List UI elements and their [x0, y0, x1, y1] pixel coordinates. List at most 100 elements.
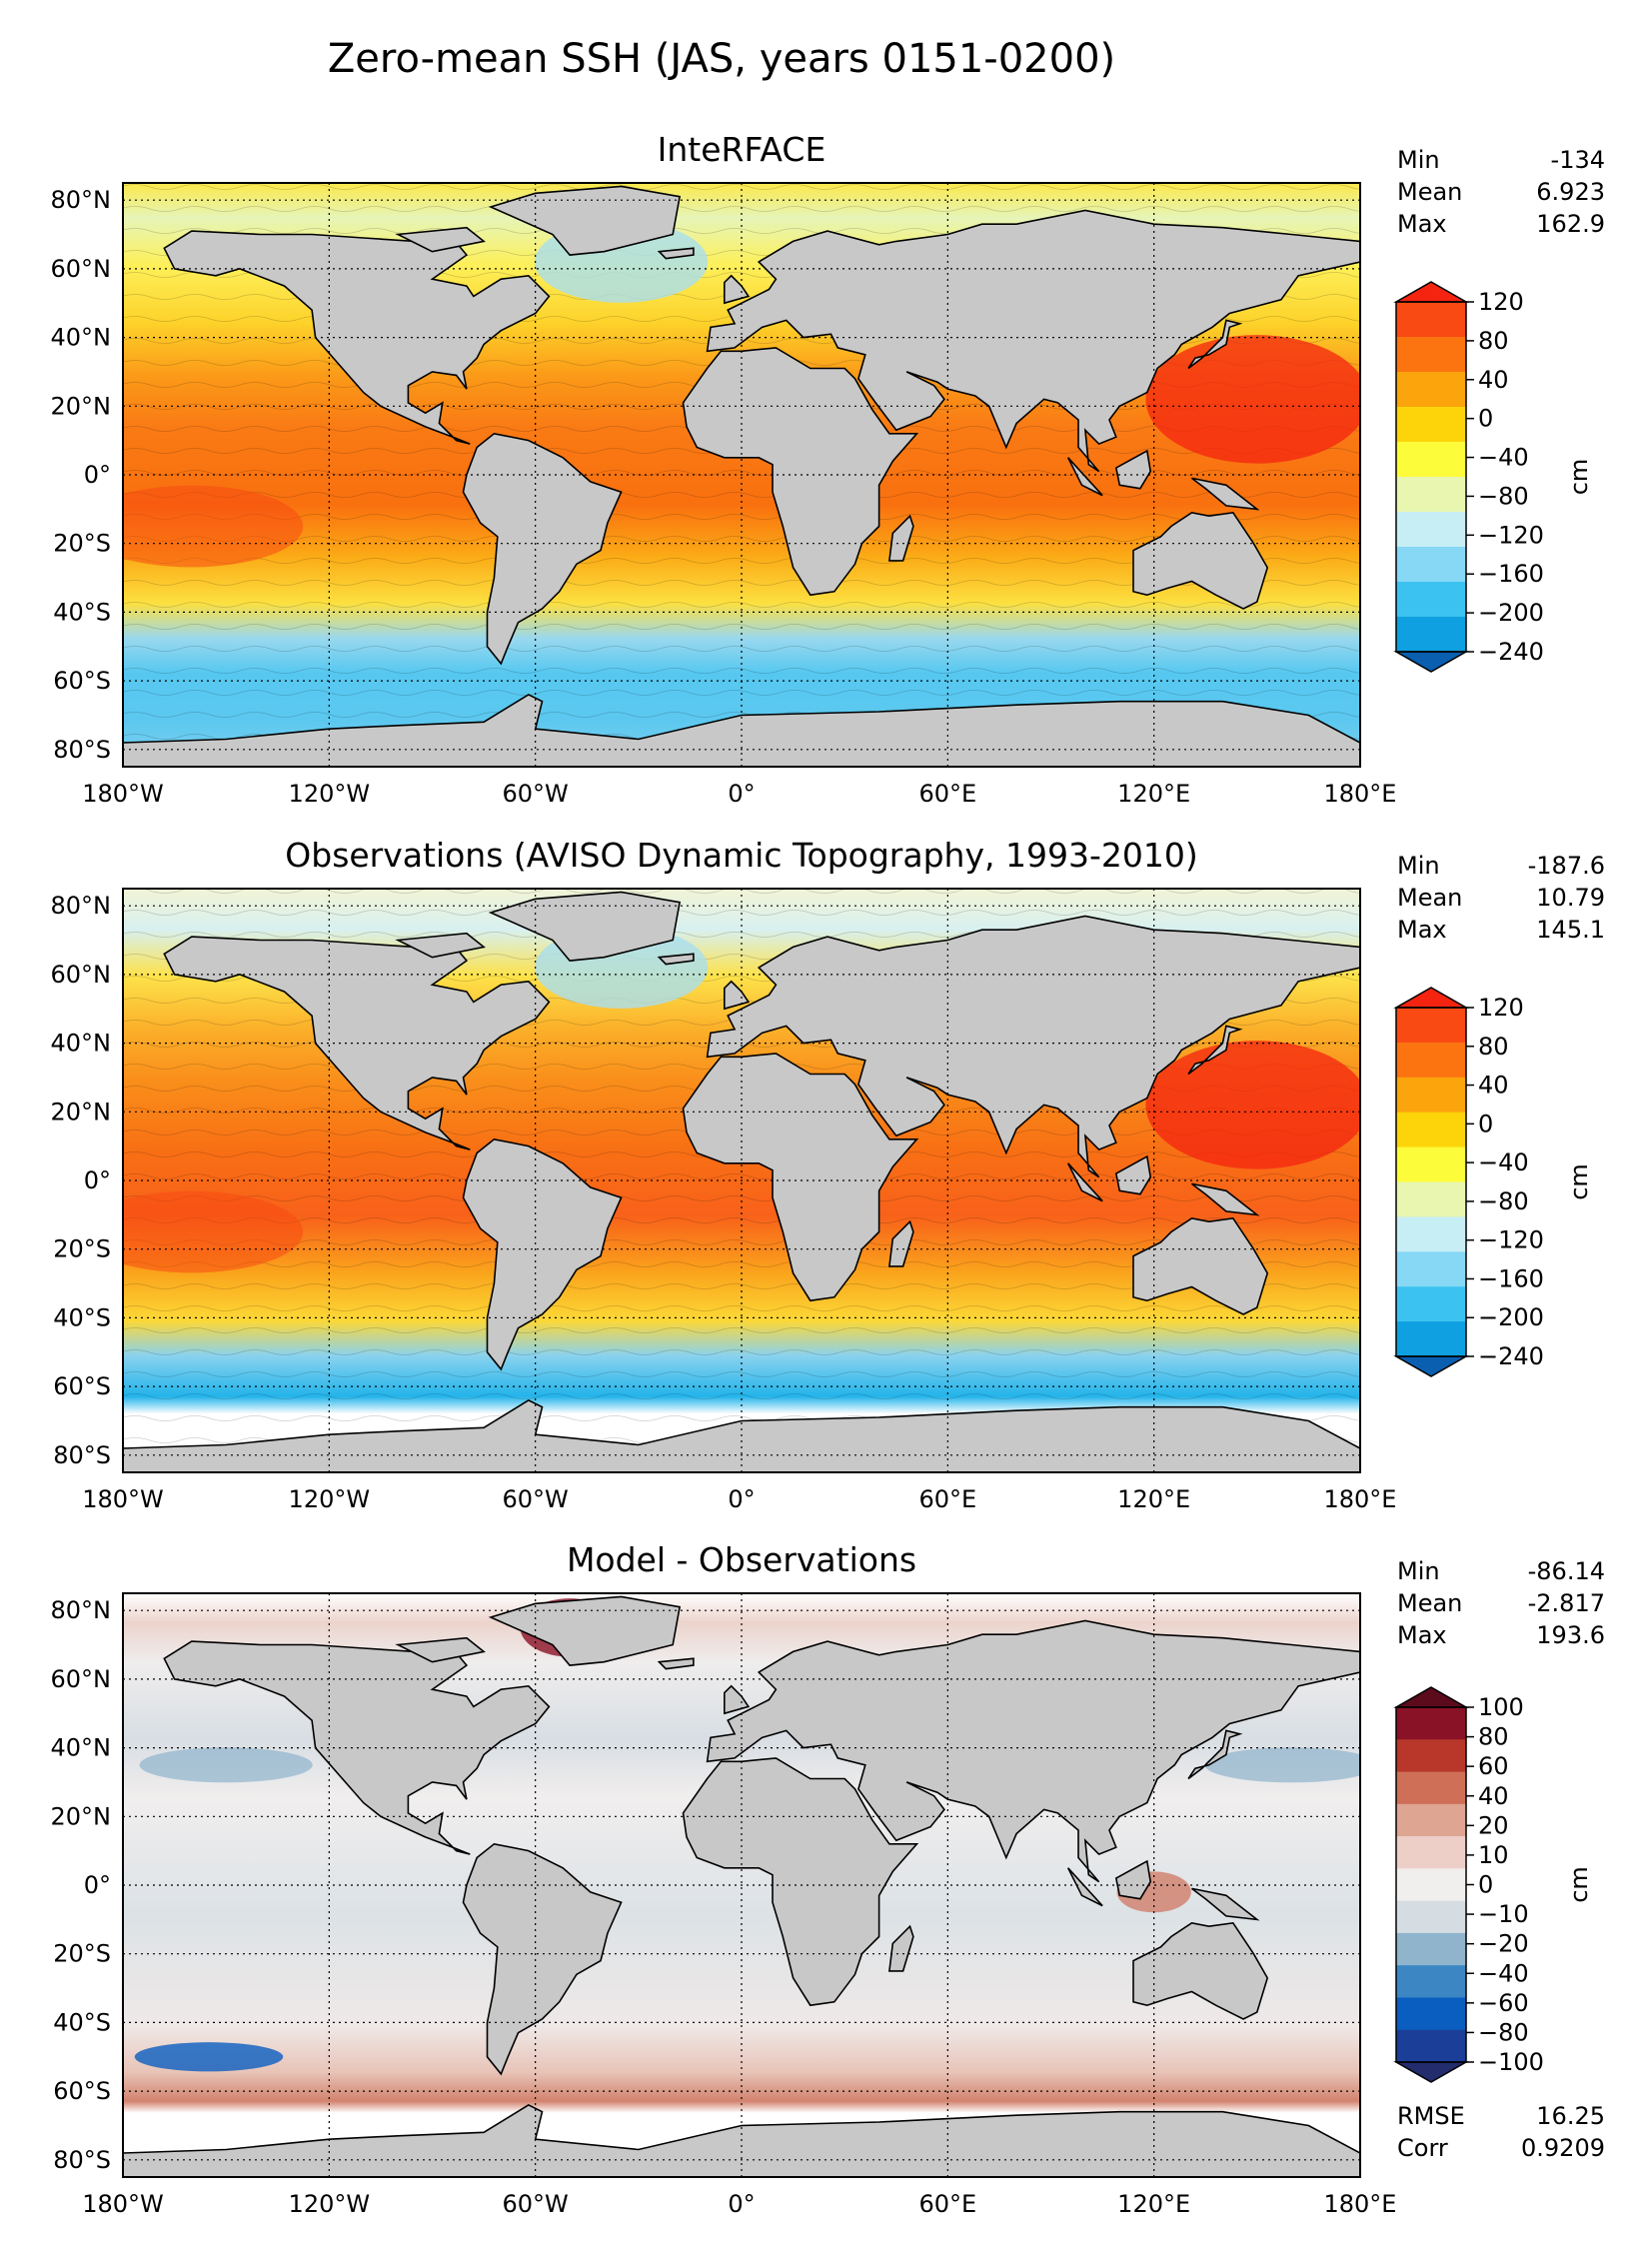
lon-tick-label: 180°W: [82, 1485, 164, 1513]
map-panel-1: InteRFACE 180°W 120°W 60°W 0° 60°E 120°E 180°E 8…: [51, 130, 1606, 808]
colorbar-tick-label: 80: [1478, 1033, 1509, 1061]
land-mass: [682, 347, 919, 597]
stat-value-max: 193.6: [1536, 1621, 1605, 1649]
colorbar-bin: [1396, 1739, 1466, 1773]
lon-tick-label: 120°E: [1117, 2190, 1190, 2218]
lat-tick-label: 40°N: [51, 1030, 112, 1058]
stat-value-mean: 6.923: [1536, 178, 1605, 206]
colorbar-tick-label: 0: [1478, 1871, 1493, 1899]
land-mass: [1114, 1154, 1152, 1195]
stat-value-rmse: 16.25: [1536, 2102, 1605, 2130]
lat-tick-label: 0°: [84, 1166, 111, 1194]
lon-tick-label: 0°: [728, 2190, 755, 2218]
colorbar-bin: [1396, 512, 1466, 548]
land-mass: [682, 1053, 919, 1302]
lat-tick-label: 20°N: [51, 1802, 112, 1830]
lat-tick-label: 20°N: [51, 392, 112, 420]
colorbar-extend-min: [1393, 2061, 1469, 2083]
colorbar-bin: [1396, 1042, 1466, 1079]
colorbar-tick-label: −80: [1478, 482, 1529, 510]
colorbar-extend-min: [1393, 651, 1469, 673]
land-mass: [488, 891, 682, 962]
colorbar-bin: [1396, 1803, 1466, 1837]
lat-tick-label: 60°S: [53, 2077, 111, 2105]
map-frame: [122, 888, 1361, 1473]
lat-tick-label: 40°S: [53, 598, 111, 626]
field-layer: [123, 183, 1360, 767]
colorbar-unit-label: cm: [1565, 1866, 1593, 1903]
lon-tick-label: 60°W: [503, 1485, 569, 1513]
land-mass: [488, 1595, 682, 1666]
land-mass: [1114, 1859, 1152, 1900]
colorbar-tick-label: 20: [1478, 1811, 1509, 1839]
land-mass: [724, 1684, 751, 1715]
lon-tick-label: 180°E: [1324, 780, 1397, 808]
stat-label-corr: Corr: [1397, 2134, 1448, 2162]
lat-tick-label: 60°N: [51, 1665, 112, 1693]
land-mass: [657, 1657, 695, 1670]
colorbar-extend-max: [1393, 1686, 1469, 1708]
panel-title: InteRFACE: [658, 130, 826, 169]
land-mass: [887, 1219, 914, 1267]
colorbar-tick-label: 60: [1478, 1752, 1509, 1780]
lat-tick-label: 60°S: [53, 667, 111, 695]
colorbar-tick-label: 120: [1478, 288, 1524, 316]
stat-value-corr: 0.9209: [1521, 2134, 1605, 2162]
lon-tick-label: 60°W: [503, 2190, 569, 2218]
lon-tick-label: 60°E: [918, 2190, 976, 2218]
colorbar-tick-label: 0: [1478, 405, 1493, 433]
stat-value-min: -134: [1551, 146, 1605, 174]
colorbar-bin: [1396, 617, 1466, 653]
stat-label-rmse: RMSE: [1397, 2102, 1465, 2130]
stat-label-min: Min: [1397, 146, 1440, 174]
land-mass: [1132, 1921, 1269, 2020]
land-mass: [462, 1137, 623, 1371]
colorbar-bin: [1396, 1836, 1466, 1869]
lat-tick-label: 40°S: [53, 2008, 111, 2036]
stat-label-max: Max: [1397, 916, 1447, 944]
colorbar-bin: [1396, 1216, 1466, 1252]
colorbar-tick-label: −200: [1478, 599, 1544, 627]
colorbar-tick-label: −160: [1478, 1264, 1544, 1292]
lon-tick-label: 180°W: [82, 2190, 164, 2218]
warm-pool-west-pacific: [1145, 1041, 1360, 1169]
land-mass: [1132, 511, 1269, 610]
land-mass: [1191, 1887, 1260, 1921]
land-mass: [462, 1842, 623, 2076]
lat-tick-label: 20°S: [53, 530, 111, 558]
warm-pool-south-pacific: [123, 1190, 304, 1273]
stat-value-max: 162.9: [1536, 210, 1605, 238]
colorbar-tick-label: −40: [1478, 1959, 1529, 1987]
land-mass: [724, 980, 751, 1011]
lon-tick-label: 0°: [728, 780, 755, 808]
warm-pool-south-pacific: [123, 485, 304, 568]
lat-tick-label: 80°N: [51, 1596, 112, 1624]
lon-tick-label: 60°E: [918, 780, 976, 808]
lon-tick-label: 60°W: [503, 780, 569, 808]
stat-value-min: -86.14: [1528, 1557, 1605, 1585]
colorbar-unit-label: cm: [1565, 459, 1593, 496]
lat-tick-label: 60°S: [53, 1372, 111, 1400]
stat-label-max: Max: [1397, 210, 1447, 238]
colorbar-bin: [1396, 547, 1466, 583]
land-mass: [1187, 1729, 1243, 1780]
land-mass: [657, 247, 695, 260]
colorbar-bin: [1396, 1146, 1466, 1182]
warm-pool-west-pacific: [1145, 335, 1360, 464]
lon-tick-label: 180°W: [82, 780, 164, 808]
lon-tick-label: 0°: [728, 1485, 755, 1513]
lat-tick-label: 20°S: [53, 1940, 111, 1968]
lon-tick-label: 120°E: [1117, 780, 1190, 808]
colorbar-bin: [1396, 1008, 1466, 1044]
lon-tick-label: 120°W: [289, 1485, 371, 1513]
land-mass: [1187, 319, 1243, 370]
colorbar-tick-label: 80: [1478, 327, 1509, 355]
land-mass: [1066, 457, 1103, 497]
land-mass: [163, 230, 551, 445]
stat-label-mean: Mean: [1397, 884, 1462, 912]
colorbar-tick-label: −120: [1478, 521, 1544, 549]
field-layer: [123, 1593, 1360, 2177]
colorbar-tick-label: 40: [1478, 1072, 1509, 1100]
